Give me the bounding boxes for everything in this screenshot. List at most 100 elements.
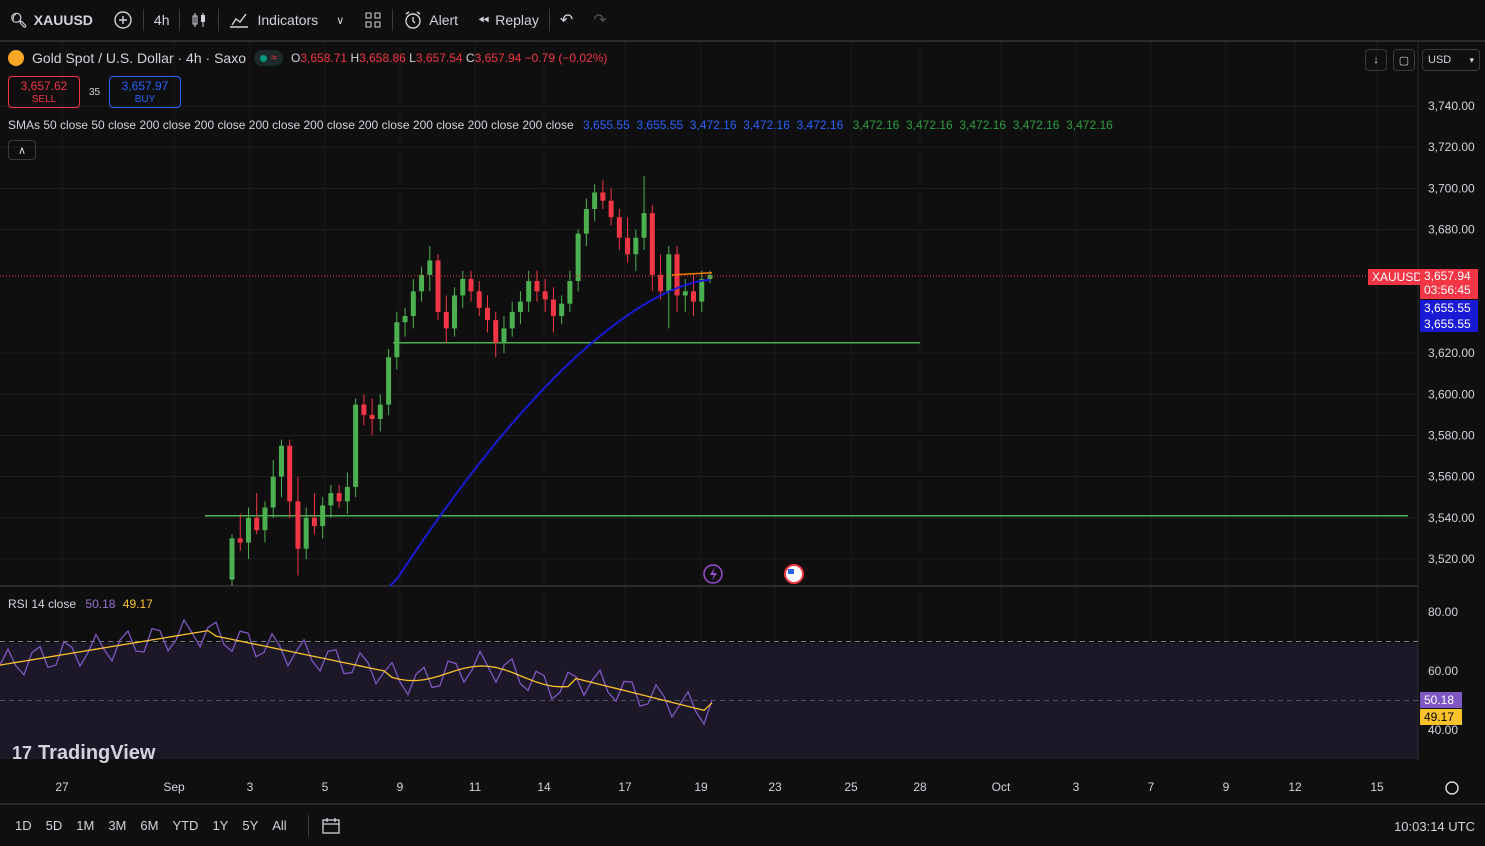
sma-legend[interactable]: SMAs 50 close 50 close 200 close 200 clo…: [8, 118, 1113, 132]
time-tick-label: Sep: [163, 780, 185, 794]
time-tick-label: 7: [1148, 780, 1155, 794]
price-tick-label: 3,620.00: [1428, 346, 1475, 360]
range-button-ytd[interactable]: YTD: [172, 818, 199, 833]
horizontal-lines: [205, 342, 1408, 517]
candle-body: [320, 505, 326, 527]
symbol-label: XAUUSD: [33, 12, 93, 28]
range-button-5y[interactable]: 5Y: [242, 818, 259, 833]
top-toolbar: 🔍︎ XAUUSD 4h Indicators ∨ Alert ⏪︎ Repla…: [0, 0, 1485, 42]
toolbar-divider: [548, 9, 550, 31]
goto-date-button[interactable]: [307, 814, 341, 837]
tradingview-logo[interactable]: 17 TradingView: [12, 742, 155, 765]
range-button-1d[interactable]: 1D: [15, 818, 32, 833]
price-chart[interactable]: 3,740.00 3,720.00 3,700.00 3,680.00 3,620.00…: [0, 42, 1485, 802]
candle-body: [649, 213, 655, 275]
search-icon: 🔍︎: [10, 11, 28, 28]
candles-icon: [192, 13, 206, 27]
currency-select[interactable]: USD ▾: [1422, 49, 1480, 71]
sma-price-tag-2: 3,655.55: [1420, 316, 1478, 332]
candle-body: [435, 260, 441, 312]
candle-body: [559, 303, 565, 317]
interval-button[interactable]: 4h: [153, 12, 170, 28]
rsi-ma-value-tag: 49.17: [1420, 709, 1462, 725]
rsi-tick-label: 60.00: [1428, 664, 1458, 678]
sell-button[interactable]: 3,657.62 SELL: [8, 76, 80, 108]
main-legend: Gold Spot / U.S. Dollar · 4h · Saxo ≈ O3…: [8, 50, 607, 66]
settings-gear-icon[interactable]: [1445, 781, 1459, 795]
price-tick-label: 3,720.00: [1428, 140, 1475, 154]
fullscreen-button[interactable]: ▢: [1393, 49, 1415, 71]
range-button-3m[interactable]: 3M: [108, 818, 127, 833]
range-button-6m[interactable]: 6M: [140, 818, 159, 833]
rsi-tick-label: 80.00: [1428, 605, 1458, 619]
market-open-dot-icon: [259, 54, 267, 62]
candle-body: [509, 311, 515, 329]
c-label: C: [465, 51, 475, 65]
candle-body: [476, 291, 482, 308]
time-tick-label: Oct: [992, 780, 1011, 794]
candle-body: [361, 404, 367, 415]
candle-body: [468, 278, 474, 292]
event-icons[interactable]: [703, 564, 804, 584]
compare-button[interactable]: [103, 0, 143, 40]
chevron-up-icon: ∧: [17, 144, 27, 157]
sma-blue-values: 3,655.55 3,655.55 3,472.16 3,472.16 3,47…: [583, 118, 844, 132]
redo-button[interactable]: ↷: [583, 0, 616, 40]
chevron-down-icon: ∨: [336, 14, 345, 27]
h-value: 3,658.86: [359, 51, 406, 65]
range-button-5d[interactable]: 5D: [45, 818, 63, 833]
candle-body: [517, 301, 523, 312]
candle-body: [501, 328, 507, 343]
candle-body: [600, 192, 606, 201]
range-button-all[interactable]: All: [272, 818, 287, 833]
price-axis: 3,740.00 3,720.00 3,700.00 3,680.00 3,620.00…: [1428, 99, 1475, 566]
candle-body: [303, 517, 309, 549]
replay-button[interactable]: ⏪︎ Replay: [468, 0, 549, 40]
collapse-legend-button[interactable]: ∧: [8, 140, 36, 160]
rsi-band: [0, 643, 1418, 759]
ohlc-values: O3,658.71 H3,658.86 L3,657.54 C3,657.94 …: [291, 51, 607, 65]
wave-icon: ≈: [270, 52, 278, 64]
candle-body: [353, 404, 359, 487]
alert-label: Alert: [429, 12, 459, 28]
candle-body: [452, 295, 458, 329]
candle-body: [484, 307, 490, 321]
rsi-label: RSI 14 close: [8, 597, 77, 611]
candle-body: [641, 213, 647, 238]
range-button-1m[interactable]: 1M: [76, 818, 95, 833]
symbol-search-button[interactable]: 🔍︎ XAUUSD: [0, 0, 103, 40]
candle-body: [377, 404, 383, 419]
price-tick-label: 3,700.00: [1428, 181, 1475, 195]
sma-line: [389, 272, 713, 587]
rsi-line: [0, 618, 713, 726]
rsi-legend[interactable]: RSI 14 close 50.18 49.17: [8, 597, 153, 611]
candle-body: [262, 507, 268, 531]
candle-body: [592, 192, 598, 209]
scroll-down-button[interactable]: ↓: [1365, 49, 1387, 71]
clock-timezone[interactable]: 10:03:14 UTC: [1394, 819, 1475, 834]
range-button-1y[interactable]: 1Y: [212, 818, 229, 833]
candle-body: [666, 254, 672, 292]
alert-button[interactable]: Alert: [393, 0, 468, 40]
candle-body: [311, 517, 317, 527]
price-tick-label: 3,680.00: [1428, 223, 1475, 237]
layouts-button[interactable]: [354, 0, 392, 40]
market-status-badge[interactable]: ≈: [253, 50, 284, 66]
time-tick-label: 23: [768, 780, 782, 794]
indicators-label: Indicators: [257, 12, 319, 28]
symbol-title[interactable]: Gold Spot / U.S. Dollar · 4h · Saxo: [32, 50, 246, 66]
lightning-event-icon[interactable]: [703, 564, 723, 584]
candle-body: [336, 493, 342, 502]
chart-grid: [0, 42, 1418, 760]
gold-coin-icon: [8, 50, 24, 66]
flag-glyph: [788, 569, 794, 574]
candle-body: [427, 260, 433, 275]
chart-type-button[interactable]: [180, 0, 218, 40]
time-tick-label: 3: [1073, 780, 1080, 794]
grid-icon: [365, 12, 381, 28]
time-tick-label: 17: [618, 780, 632, 794]
candle-body: [633, 237, 639, 255]
indicators-button[interactable]: Indicators ∨: [219, 0, 354, 40]
buy-button[interactable]: 3,657.97 BUY: [109, 76, 181, 108]
undo-button[interactable]: ↶: [550, 0, 583, 40]
